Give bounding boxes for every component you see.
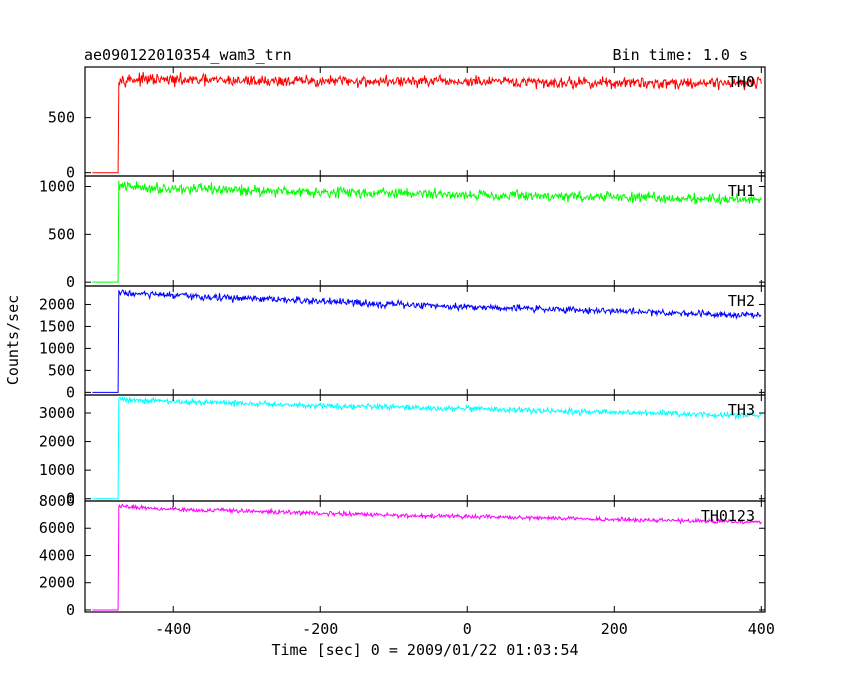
y-tick-label: 4000 — [39, 546, 75, 564]
panel-frame — [84, 175, 766, 287]
panel-th3: 0 1000 2000 3000 TH3 — [39, 394, 766, 508]
y-tick-label: 500 — [48, 109, 75, 127]
panel-label-th1: TH1 — [728, 182, 755, 200]
panel-label-th0123: TH0123 — [701, 507, 755, 525]
panel-label-th2: TH2 — [728, 292, 755, 310]
series-line-th2 — [92, 289, 762, 393]
panel-th2: 0 500 1000 1500 2000 TH2 — [39, 285, 766, 401]
y-tick-label: 500 — [48, 361, 75, 379]
x-tick-label: -200 — [302, 620, 338, 638]
y-tick-label: 8000 — [39, 492, 75, 510]
y-tick-label: 2000 — [39, 574, 75, 592]
y-tick-label: 0 — [66, 383, 75, 401]
x-axis-label: Time [sec] 0 = 2009/01/22 01:03:54 — [271, 641, 578, 659]
chart-title: ae090122010354_wam3_trn — [84, 46, 292, 64]
y-tick-label: 6000 — [39, 519, 75, 537]
y-tick-label: 3000 — [39, 404, 75, 422]
y-tick-label: 0 — [66, 164, 75, 182]
series-line-th0 — [92, 71, 762, 174]
panel-th0: 0 500 TH0 — [48, 66, 766, 182]
series-line-th1 — [92, 180, 762, 283]
x-tick-label: 0 — [463, 620, 472, 638]
y-tick-label: 1000 — [39, 339, 75, 357]
y-tick-label: 0 — [66, 273, 75, 291]
y-tick-label: 1000 — [39, 461, 75, 479]
series-line-th3 — [92, 396, 762, 500]
panel-frame — [84, 285, 766, 396]
y-tick-label: 1000 — [39, 178, 75, 196]
series-line-th0123 — [92, 503, 762, 611]
y-tick-label: 1500 — [39, 317, 75, 335]
y-tick-label: 0 — [66, 490, 75, 508]
panel-th0123: 0 2000 4000 6000 8000 TH0123 — [39, 492, 766, 619]
panel-th1: 0 500 1000 TH1 — [39, 175, 766, 291]
panel-frame — [84, 500, 766, 613]
x-tick-label: -400 — [155, 620, 191, 638]
bin-time-label: Bin time: 1.0 s — [613, 46, 748, 64]
x-tick-label: 400 — [748, 620, 775, 638]
y-tick-label: 500 — [48, 225, 75, 243]
x-tick-label: 200 — [601, 620, 628, 638]
y-tick-label: 2000 — [39, 433, 75, 451]
y-tick-label: 2000 — [39, 295, 75, 313]
y-axis-label: Counts/sec — [4, 295, 22, 385]
panel-label-th3: TH3 — [728, 401, 755, 419]
panel-label-th0: TH0 — [728, 73, 755, 91]
y-tick-label: 0 — [66, 601, 75, 619]
